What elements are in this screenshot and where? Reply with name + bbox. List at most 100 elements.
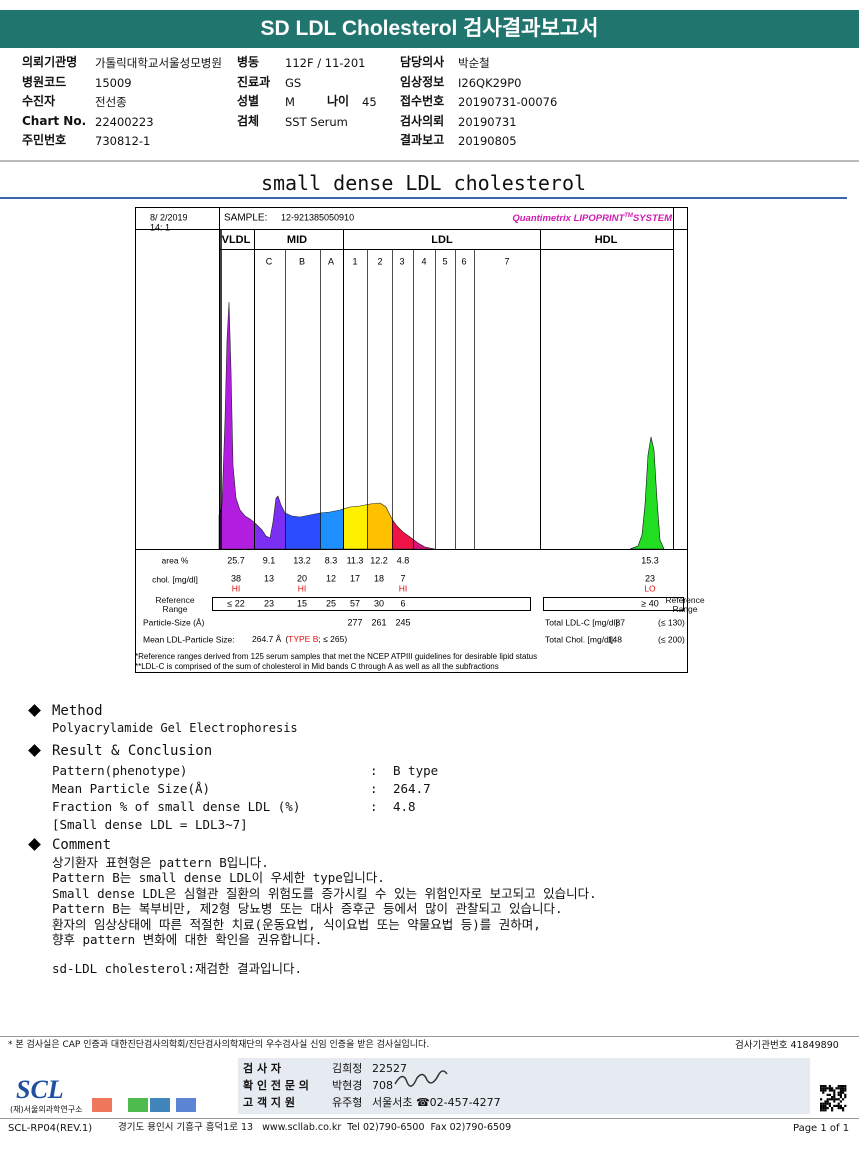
result-value: B type [393, 762, 439, 778]
area-value: 4.8 [397, 555, 410, 565]
qr-cell [844, 1104, 847, 1107]
signature-id: 22527 [372, 1061, 407, 1075]
chol-flag: HI [232, 583, 241, 593]
info-value: SST Serum [285, 114, 348, 129]
qr-cell [831, 1096, 834, 1099]
qr-cell [839, 1091, 842, 1094]
qr-cell [826, 1102, 829, 1105]
particle-size: 245 [395, 617, 410, 627]
qr-cell [824, 1102, 827, 1105]
qr-cell [831, 1107, 834, 1110]
sample-label: SAMPLE: [224, 213, 267, 224]
info-label: Chart No. [22, 114, 87, 129]
qr-cell [820, 1085, 823, 1088]
band-label: LDL [431, 234, 453, 246]
brand-tm: TM [624, 213, 634, 219]
fraction-label: 3 [399, 256, 404, 266]
chol-flag: HI [399, 583, 408, 593]
qr-cell [839, 1100, 842, 1103]
qr-cell [822, 1102, 825, 1105]
total-chol: 148 [608, 634, 622, 644]
result-label: Fraction % of small dense LDL (%) [52, 798, 301, 814]
hdl-area: 15.3 [641, 555, 659, 565]
info-label: 병원코드 [22, 75, 67, 90]
reference-box [212, 597, 531, 611]
info-value: 20190731-00076 [458, 94, 558, 109]
fraction-label: 6 [461, 256, 466, 266]
info-value: 112F / 11-201 [285, 55, 366, 70]
result-separator: : [370, 780, 378, 796]
qr-cell [822, 1089, 825, 1092]
qr-cell [844, 1096, 847, 1099]
mean-open: ( [285, 634, 288, 644]
chart-date: 8/ 2/2019 [150, 212, 188, 222]
chol-flag: HI [298, 583, 307, 593]
qr-cell [822, 1091, 825, 1094]
qr-cell [824, 1089, 827, 1092]
info-label: 임상정보 [400, 75, 445, 90]
signature-box [238, 1058, 810, 1114]
mean-type: TYPE B [288, 634, 319, 644]
qr-cell [820, 1104, 823, 1107]
qr-cell [822, 1104, 825, 1107]
report-title: small dense LDL cholesterol [260, 171, 587, 195]
info-divider [0, 160, 859, 162]
partner-logo [92, 1098, 112, 1112]
footer-address: 경기도 용인시 기흥구 흥덕1로 13 www.scllab.co.kr Tel… [118, 1121, 512, 1133]
info-value: 박순철 [458, 55, 490, 70]
qr-cell [828, 1087, 831, 1090]
signature-name: 김희정 [332, 1061, 363, 1075]
qr-cell [824, 1087, 827, 1090]
qr-cell [842, 1085, 845, 1088]
qr-cell [828, 1098, 831, 1101]
band-label: HDL [595, 234, 618, 246]
fraction-label: 4 [421, 256, 426, 266]
band-label: VLDL [222, 234, 251, 246]
area-value: 13.2 [293, 555, 311, 565]
row-label: chol. [mg/dl] [152, 574, 198, 584]
qr-cell [844, 1093, 847, 1096]
chol-value: 20 [297, 573, 307, 583]
footer-divider [0, 1036, 859, 1037]
section-heading: Comment [52, 836, 112, 853]
info-value: 15009 [95, 75, 132, 90]
reference-value: 6 [400, 598, 405, 608]
comment-line: 향후 pattern 변화에 대한 확인을 권유합니다. [52, 932, 323, 948]
qr-cell [831, 1089, 834, 1092]
chol-value: 38 [231, 573, 241, 583]
info-value: I26QK29P0 [458, 75, 522, 90]
info-label: 진료과 [237, 75, 271, 90]
qr-cell [844, 1085, 847, 1088]
curve-band [219, 302, 254, 549]
fraction-label: A [328, 256, 334, 266]
qr-cell [824, 1104, 827, 1107]
curve-band [392, 302, 413, 549]
qr-cell [828, 1102, 831, 1105]
chol-value: 7 [400, 573, 405, 583]
result-note: [Small dense LDL = LDL3~7] [52, 816, 248, 832]
qr-cell [835, 1104, 838, 1107]
qr-cell [831, 1087, 834, 1090]
info-label: 검체 [237, 114, 260, 129]
qr-cell [839, 1104, 842, 1107]
info-label: 검사의뢰 [400, 114, 445, 129]
qr-cell [824, 1107, 827, 1110]
qr-cell [839, 1093, 842, 1096]
reference-box [543, 597, 684, 611]
qr-cell [842, 1107, 845, 1110]
partner-logo [128, 1098, 148, 1112]
qr-cell [828, 1085, 831, 1088]
qr-cell [820, 1087, 823, 1090]
signature-scribble [394, 1070, 448, 1087]
section-heading: Result & Conclusion [52, 742, 213, 759]
info-label: 접수번호 [400, 94, 445, 109]
area-value: 8.3 [325, 555, 338, 565]
partner-logo [176, 1098, 196, 1112]
qr-cell [837, 1085, 840, 1088]
qr-cell [833, 1100, 836, 1103]
qr-cell [837, 1102, 840, 1105]
curve-outline [218, 301, 436, 550]
particle-size: 261 [371, 617, 386, 627]
info-value: 45 [362, 94, 377, 109]
